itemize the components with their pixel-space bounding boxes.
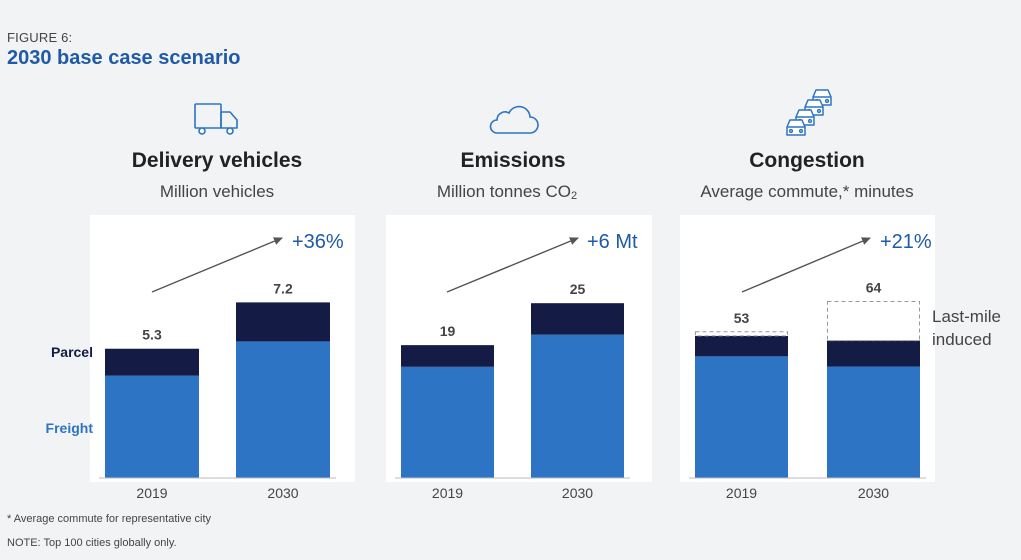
congestion-subtitle: Average commute,* minutes	[700, 182, 913, 201]
delivery-subtitle: Million vehicles	[160, 182, 274, 201]
change-label-0: +36%	[292, 231, 344, 253]
legend-parcel: Parcel	[51, 344, 93, 360]
change-label-1: +6 Mt	[587, 231, 638, 253]
x-tick-1-2019: 2019	[432, 485, 463, 501]
bar-freight-0-2019	[105, 375, 199, 478]
bar-parcel-0-2019	[105, 348, 199, 376]
total-label-1-2019: 19	[440, 323, 456, 339]
total-label-2-2019: 53	[734, 310, 750, 326]
bar-parcel-1-2030	[531, 303, 624, 335]
trend-arrow-1	[446, 237, 579, 293]
delivery-title: Delivery vehicles	[132, 149, 302, 172]
legend-induced-line2: induced	[932, 330, 992, 349]
footnote-commute: * Average commute for representative cit…	[7, 513, 212, 525]
dashed-box-2-2030	[827, 300, 920, 342]
legend-induced-line1: Last-mile	[932, 307, 1001, 326]
x-tick-2-2030: 2030	[858, 485, 889, 501]
total-label-0-2019: 5.3	[142, 327, 162, 343]
dashed-box-2-2019	[695, 331, 788, 337]
bar-parcel-2-2019	[695, 335, 788, 357]
x-tick-0-2019: 2019	[136, 485, 167, 501]
congestion-title: Congestion	[749, 149, 865, 172]
bar-freight-2-2019	[695, 356, 788, 478]
bar-freight-0-2030	[236, 341, 330, 478]
bar-parcel-0-2030	[236, 302, 330, 342]
traffic-icon	[786, 89, 832, 136]
truck-icon	[194, 103, 238, 135]
emissions-subtitle-sub: 2	[571, 190, 577, 202]
figure-label: FIGURE 6:	[7, 30, 73, 45]
footnote-note: NOTE: Top 100 cities globally only.	[7, 537, 177, 549]
emissions-title: Emissions	[460, 149, 565, 172]
bar-parcel-2-2030	[827, 340, 920, 367]
emissions-subtitle: Million tonnes CO2	[437, 182, 577, 202]
x-tick-0-2030: 2030	[267, 485, 298, 501]
x-tick-1-2030: 2030	[562, 485, 593, 501]
cloud-icon	[489, 105, 539, 134]
total-label-2-2030: 64	[866, 279, 882, 295]
x-tick-2-2019: 2019	[726, 485, 757, 501]
change-label-2: +21%	[880, 231, 932, 253]
bar-freight-1-2030	[531, 334, 624, 478]
legend-freight: Freight	[46, 420, 94, 436]
bar-freight-1-2019	[401, 366, 494, 478]
trend-arrow-2	[741, 237, 871, 293]
figure-title: 2030 base case scenario	[7, 47, 241, 69]
bar-parcel-1-2019	[401, 345, 494, 367]
bar-freight-2-2030	[827, 366, 920, 478]
emissions-subtitle-main: Million tonnes CO	[437, 182, 571, 201]
total-label-1-2030: 25	[570, 281, 586, 297]
total-label-0-2030: 7.2	[273, 280, 293, 296]
trend-arrow-0	[151, 237, 283, 293]
